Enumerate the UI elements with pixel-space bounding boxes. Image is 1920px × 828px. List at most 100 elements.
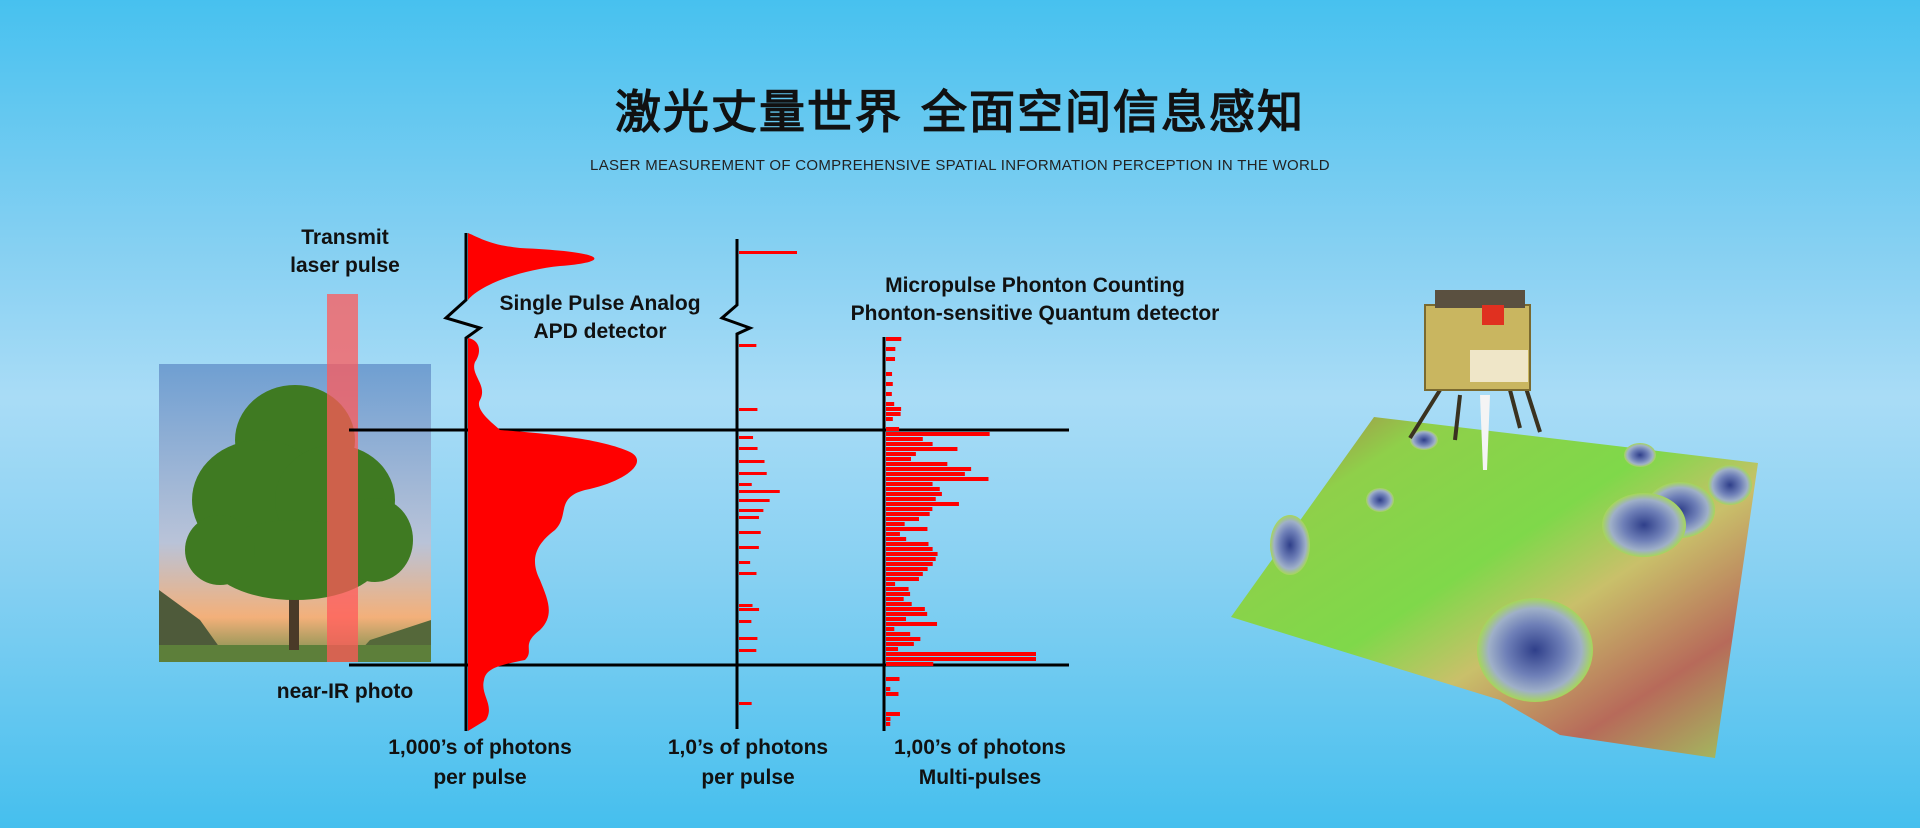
return-bar [886,662,934,666]
near-ir-photo [159,364,431,662]
return-bar [739,531,761,534]
return-bar [886,722,891,726]
svg-text:Multi-pulses: Multi-pulses [919,766,1042,789]
photo-label: near-IR photo [277,680,414,703]
svg-text:APD detector: APD detector [533,320,666,343]
return-bar [886,712,900,716]
return-bar [886,502,959,506]
return-bar [886,537,907,541]
photon-counting-label: Micropulse Phonton Counting Phonton-sens… [851,274,1220,325]
return-bar [886,597,904,601]
return-bar [739,620,752,623]
svg-text:per pulse: per pulse [701,766,794,789]
return-bar [886,472,965,476]
return-bar [886,637,921,641]
return-bar [886,652,1036,656]
return-bar [739,460,765,463]
return-bar [886,407,902,411]
return-bar [886,512,930,516]
svg-text:Micropulse Phonton Counting: Micropulse Phonton Counting [885,274,1185,297]
return-bar [886,357,896,361]
axis-label-analog: 1,000’s of photons per pulse [388,736,572,789]
return-bar [886,547,933,551]
svg-text:laser pulse: laser pulse [290,254,400,277]
return-bar [739,649,757,652]
axis-label-multi-pulse: 1,00’s of photons Multi-pulses [894,736,1066,789]
return-bar [739,490,780,493]
return-bar [739,472,767,475]
return-bar [886,562,933,566]
return-bar [886,437,923,441]
return-bar [886,592,911,596]
svg-text:Transmit: Transmit [301,226,389,249]
return-bar [886,567,928,571]
return-bar [739,483,752,486]
return-bar [886,677,900,681]
return-bar [739,447,758,450]
page-subtitle: LASER MEASUREMENT OF COMPREHENSIVE SPATI… [590,157,1330,174]
return-bar [886,347,896,351]
flag-icon [1482,305,1504,325]
return-bar [739,436,754,439]
return-bar [739,344,757,347]
single-photon-returns [739,251,797,705]
return-bar [886,527,928,531]
return-bar [886,507,933,511]
return-bar [886,552,938,556]
return-bar [739,408,758,411]
page-title: 激光丈量世界 全面空间信息感知 [614,85,1305,139]
analog-waveform [468,233,638,731]
svg-text:per pulse: per pulse [433,766,526,789]
laser-beam [327,294,358,662]
return-bar [739,637,758,640]
analog-detector-label: Single Pulse Analog APD detector [499,292,700,343]
return-bar [886,462,948,466]
return-bar [886,692,899,696]
svg-text:1,00’s of photons: 1,00’s of photons [894,736,1066,759]
return-bar [739,251,797,254]
return-bar [886,532,900,536]
return-bar [886,582,896,586]
return-bar [739,546,759,549]
return-bar [886,477,989,481]
return-bar [886,572,923,576]
return-bar [886,467,972,471]
return-bar [886,577,919,581]
return-bar [886,632,911,636]
return-bar [886,657,1036,661]
return-bar [739,604,753,607]
return-bar [886,482,933,486]
return-bar [886,717,891,721]
return-bar [886,587,909,591]
return-bar [886,487,940,491]
lunar-terrain-map [1231,417,1758,758]
return-bar [886,497,936,501]
return-bar [886,627,895,631]
svg-text:Phonton-sensitive Quantum dete: Phonton-sensitive Quantum detector [851,302,1220,325]
return-bar [886,412,901,416]
analog-axis [443,233,484,731]
return-bar [886,442,933,446]
return-bar [886,642,914,646]
return-bar [886,542,929,546]
axis-label-single-photon: 1,0’s of photons per pulse [668,736,828,789]
return-bar [886,392,892,396]
return-bar [886,607,925,611]
return-bar [739,702,752,705]
return-bar [739,561,751,564]
lunar-lander-icon [1408,290,1542,470]
return-bar [739,608,760,611]
return-bar [886,382,893,386]
return-bar [886,427,900,431]
return-bar [886,452,916,456]
return-bar [886,447,958,451]
return-bar [886,522,905,526]
return-bar [739,572,757,575]
return-bar [886,337,902,341]
return-bar [739,516,759,519]
return-bar [886,622,938,626]
return-bar [886,457,911,461]
return-bar [886,687,891,691]
return-bar [886,372,893,376]
